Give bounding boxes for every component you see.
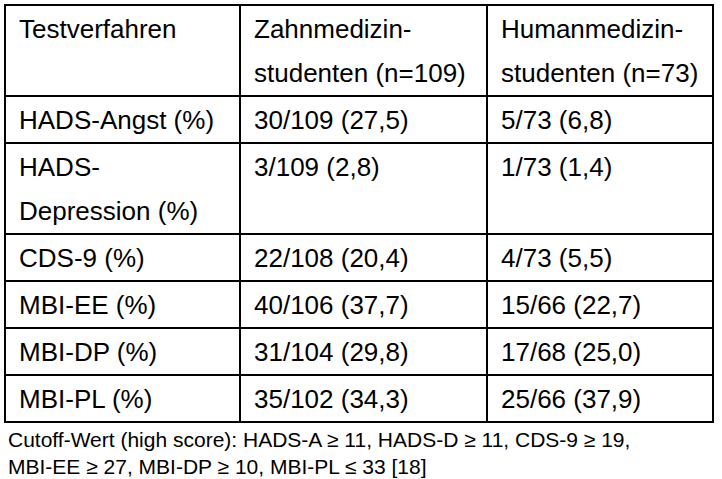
cell-zahn-value: 22/108 (20,4) — [240, 234, 487, 281]
column-header-humanmedizin: Humanmedizin- studenten (n=73) — [487, 5, 713, 96]
cell-test-name: MBI-DP (%) — [5, 328, 240, 375]
cell-zahn-value: 3/109 (2,8) — [240, 143, 487, 234]
table-row-mbi-ee: MBI-EE (%) 40/106 (37,7) 15/66 (22,7) — [5, 281, 713, 328]
cell-human-value: 1/73 (1,4) — [487, 143, 713, 234]
table-row-hads-depression: HADS- Depression (%) 3/109 (2,8) 1/73 (1… — [5, 143, 713, 234]
cell-test-name: HADS- Depression (%) — [5, 143, 240, 234]
cell-human-value: 15/66 (22,7) — [487, 281, 713, 328]
cell-zahn-value: 30/109 (27,5) — [240, 96, 487, 143]
table-row-hads-angst: HADS-Angst (%) 30/109 (27,5) 5/73 (6,8) — [5, 96, 713, 143]
cell-test-name: CDS-9 (%) — [5, 234, 240, 281]
cell-human-value: 5/73 (6,8) — [487, 96, 713, 143]
cell-human-value: 4/73 (5,5) — [487, 234, 713, 281]
table-header-row: Testverfahren Zahnmedizin- studenten (n=… — [5, 5, 713, 96]
cell-test-name: MBI-EE (%) — [5, 281, 240, 328]
cutoff-footnote: Cutoff-Wert (high score): HADS-A ≥ 11, H… — [8, 426, 718, 479]
cell-test-name: MBI-PL (%) — [5, 375, 240, 422]
cell-zahn-value: 35/102 (34,3) — [240, 375, 487, 422]
column-header-zahnmedizin: Zahnmedizin- studenten (n=109) — [240, 5, 487, 96]
table-row-mbi-dp: MBI-DP (%) 31/104 (29,8) 17/68 (25,0) — [5, 328, 713, 375]
column-header-testverfahren: Testverfahren — [5, 5, 240, 96]
cell-zahn-value: 31/104 (29,8) — [240, 328, 487, 375]
results-table-container: Testverfahren Zahnmedizin- studenten (n=… — [4, 4, 714, 423]
cell-test-name: HADS-Angst (%) — [5, 96, 240, 143]
cell-human-value: 25/66 (37,9) — [487, 375, 713, 422]
results-table: Testverfahren Zahnmedizin- studenten (n=… — [4, 4, 714, 423]
cell-zahn-value: 40/106 (37,7) — [240, 281, 487, 328]
cell-human-value: 17/68 (25,0) — [487, 328, 713, 375]
table-row-mbi-pl: MBI-PL (%) 35/102 (34,3) 25/66 (37,9) — [5, 375, 713, 422]
table-row-cds-9: CDS-9 (%) 22/108 (20,4) 4/73 (5,5) — [5, 234, 713, 281]
